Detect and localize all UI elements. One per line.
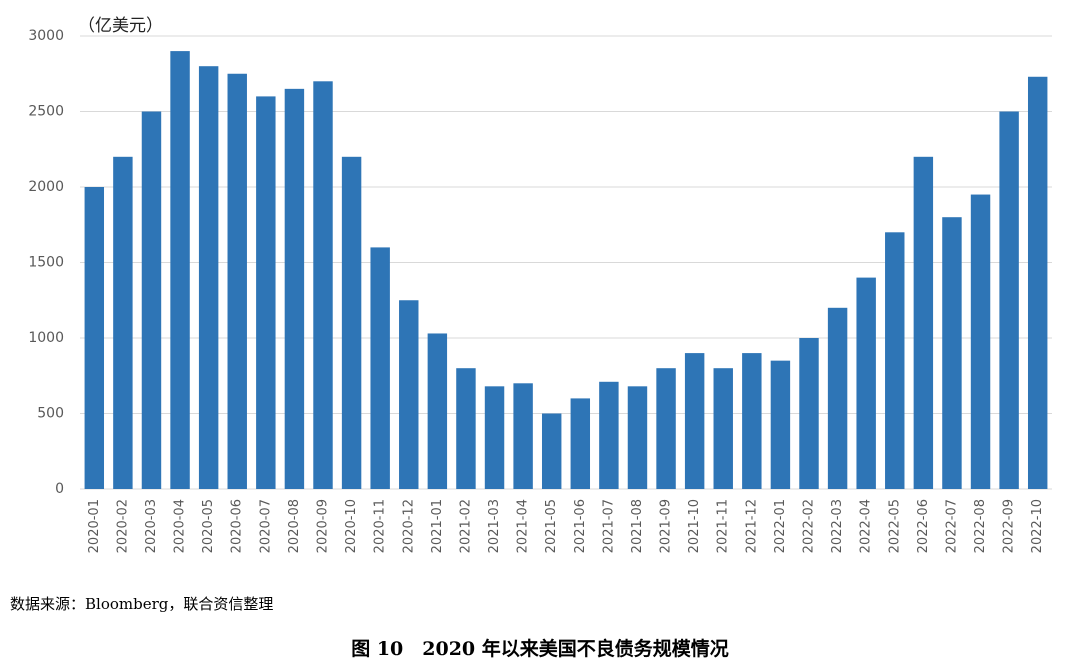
bar <box>84 187 105 489</box>
x-tick-label: 2020-08 <box>287 499 302 553</box>
bar <box>799 338 819 489</box>
x-tick-label: 2022-04 <box>859 499 874 553</box>
bar <box>513 383 533 489</box>
y-axis-label: （亿美元） <box>78 16 163 36</box>
bar <box>999 111 1019 489</box>
x-tick-label: 2022-10 <box>1030 499 1045 553</box>
x-tick-label: 2021-04 <box>516 499 531 553</box>
x-tick-label: 2021-09 <box>659 499 674 553</box>
bar <box>970 194 991 490</box>
x-tick-label: 2021-01 <box>430 499 445 553</box>
y-tick-label: 3000 <box>28 28 64 44</box>
y-tick-label: 1000 <box>28 330 64 346</box>
x-tick-label: 2020-12 <box>401 499 416 553</box>
x-tick-label: 2022-02 <box>802 499 817 553</box>
x-tick-label: 2021-10 <box>687 499 702 553</box>
x-tick-label: 2021-07 <box>601 499 616 553</box>
bar <box>885 232 905 490</box>
x-tick-label: 2022-09 <box>1002 499 1017 553</box>
bar <box>913 156 934 490</box>
bar <box>198 66 219 489</box>
bar <box>484 386 505 489</box>
y-tick-label: 2500 <box>28 104 64 120</box>
x-tick-label: 2021-08 <box>630 499 645 553</box>
x-tick-label: 2022-03 <box>830 499 845 553</box>
bar <box>742 353 762 489</box>
bar <box>713 368 733 489</box>
bar <box>256 96 276 490</box>
x-tick-label: 2021-03 <box>487 499 502 553</box>
x-tick-label: 2020-09 <box>316 499 331 553</box>
bar <box>770 360 791 489</box>
x-tick-label: 2022-07 <box>944 499 959 553</box>
bar <box>541 413 562 489</box>
y-tick-label: 1500 <box>28 255 64 271</box>
x-tick-label: 2021-02 <box>458 499 473 553</box>
x-tick-label: 2020-06 <box>230 499 245 553</box>
bar <box>1027 76 1048 490</box>
x-tick-label: 2020-03 <box>144 499 159 553</box>
bar <box>399 300 419 489</box>
bar <box>599 381 619 489</box>
bar <box>570 398 591 489</box>
x-tick-label: 2020-07 <box>258 499 273 553</box>
x-tick-label: 2020-02 <box>115 499 130 553</box>
x-tick-label: 2020-05 <box>201 499 216 553</box>
x-tick-label: 2022-05 <box>887 499 902 553</box>
x-tick-label: 2021-12 <box>744 499 759 553</box>
bar <box>656 368 676 489</box>
bar <box>627 386 648 489</box>
bar <box>827 307 848 489</box>
bar <box>427 333 448 489</box>
x-tick-label: 2022-01 <box>773 499 788 553</box>
x-tick-label: 2022-08 <box>973 499 988 553</box>
bar <box>141 111 162 489</box>
x-tick-label: 2020-04 <box>173 499 188 553</box>
bar <box>370 247 390 489</box>
source-note: 数据来源：Bloomberg，联合资信整理 <box>10 595 273 613</box>
y-tick-label: 500 <box>37 406 64 422</box>
bar <box>341 156 362 490</box>
y-tick-label: 0 <box>55 481 64 497</box>
x-tick-label: 2021-06 <box>573 499 588 553</box>
x-tick-label: 2020-01 <box>87 499 102 553</box>
x-tick-label: 2020-11 <box>373 499 388 553</box>
chart-title: 图 10 2020 年以来美国不良债务规模情况 <box>351 637 729 660</box>
x-tick-label: 2022-06 <box>916 499 931 553</box>
bar <box>456 368 476 489</box>
bar <box>313 81 333 490</box>
bar <box>113 156 133 490</box>
bar <box>227 73 247 489</box>
x-tick-label: 2021-05 <box>544 499 559 553</box>
bar <box>856 277 876 489</box>
bar <box>942 217 962 489</box>
bar <box>284 88 305 489</box>
x-tick-label: 2021-11 <box>716 499 731 553</box>
bar <box>170 51 190 489</box>
bar <box>684 353 705 489</box>
y-tick-label: 2000 <box>28 179 64 195</box>
x-tick-label: 2020-10 <box>344 499 359 553</box>
